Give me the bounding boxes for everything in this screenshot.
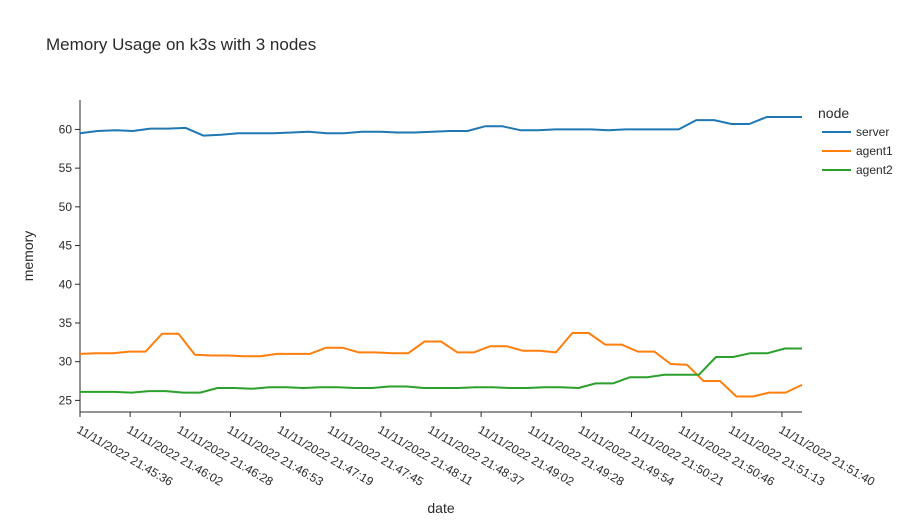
y-tick-label: 35 (59, 316, 73, 330)
series-line-server (79, 116, 802, 137)
y-tick-label: 40 (59, 277, 73, 291)
legend: node server agent1 agent2 (818, 105, 893, 177)
y-tick-label: 30 (59, 355, 73, 369)
legend-label-agent1: agent1 (856, 144, 893, 158)
series-line-agent2 (80, 347, 802, 394)
chart-title: Memory Usage on k3s with 3 nodes (46, 35, 316, 54)
series-line-agent1 (79, 332, 803, 398)
series-group (79, 116, 803, 398)
y-tick-label: 45 (59, 239, 73, 253)
legend-title: node (818, 105, 849, 121)
legend-label-agent2: agent2 (856, 163, 893, 177)
y-axis-label: memory (20, 231, 36, 282)
y-axis: 25 30 35 40 45 50 55 60 (59, 100, 81, 412)
y-tick-label: 25 (59, 393, 73, 407)
legend-label-server: server (856, 125, 889, 139)
y-tick-label: 50 (59, 200, 73, 214)
y-tick-label: 60 (59, 122, 73, 136)
y-tick-label: 55 (59, 161, 73, 175)
x-axis-label: date (427, 500, 454, 516)
